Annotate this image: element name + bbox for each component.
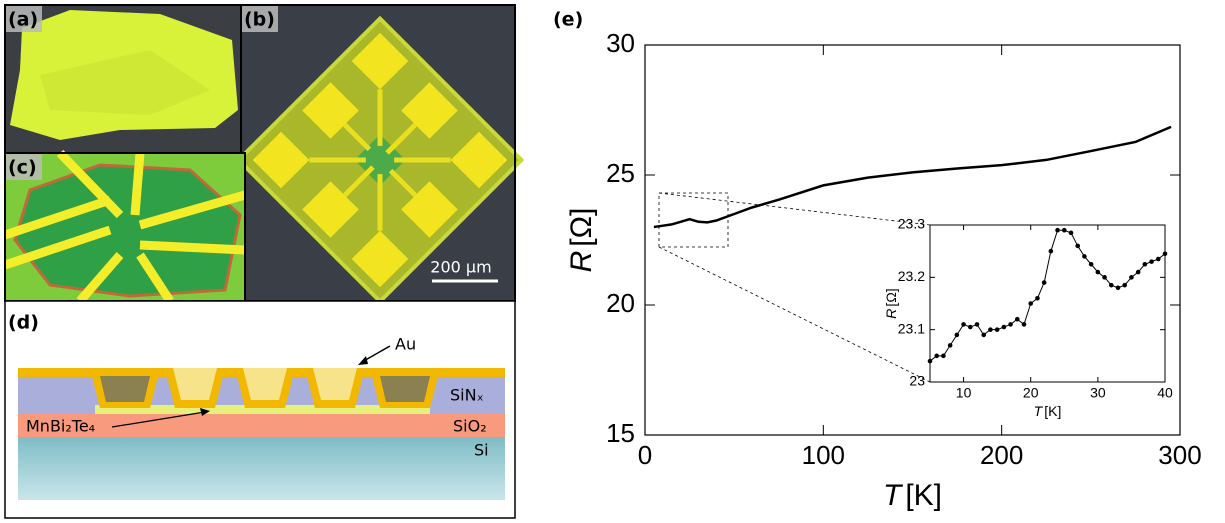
data-point bbox=[1136, 270, 1141, 275]
label-sinx: SiNₓ bbox=[450, 386, 484, 405]
data-point bbox=[1129, 275, 1134, 280]
x-tick-label: 0 bbox=[638, 440, 652, 470]
data-point bbox=[975, 322, 980, 327]
x-axis-label: T[K] bbox=[1034, 403, 1062, 419]
label-si: Si bbox=[474, 441, 489, 460]
axis-symbol: T bbox=[883, 479, 904, 512]
cross-section-diagram: (d) Au SiNₓ MnBi₂Te₄ SiO₂ Si bbox=[5, 301, 515, 518]
data-point bbox=[1075, 244, 1080, 249]
panel-label: (a) bbox=[8, 9, 38, 31]
x-axis-label: T[K] bbox=[883, 479, 942, 512]
data-point bbox=[934, 354, 939, 359]
axis-unit: [K] bbox=[1044, 403, 1061, 419]
data-point bbox=[1035, 296, 1040, 301]
data-point bbox=[1109, 283, 1114, 288]
data-point bbox=[1062, 228, 1067, 233]
data-point bbox=[1015, 317, 1020, 322]
scale-bar-label: 200 µm bbox=[430, 258, 491, 277]
data-point bbox=[1042, 280, 1047, 285]
data-point bbox=[995, 327, 1000, 332]
data-point bbox=[1143, 262, 1148, 267]
data-point bbox=[955, 333, 960, 338]
y-axis-label: R [Ω] bbox=[883, 288, 899, 318]
data-point bbox=[981, 333, 986, 338]
data-point bbox=[1089, 262, 1094, 267]
x-tick-label: 200 bbox=[980, 440, 1023, 470]
y-tick-label: 25 bbox=[606, 158, 635, 188]
data-point bbox=[1116, 286, 1121, 291]
y-tick-label: 15 bbox=[606, 418, 635, 448]
data-point bbox=[1008, 322, 1013, 327]
data-point bbox=[1055, 228, 1060, 233]
x-tick-label: 300 bbox=[1158, 440, 1201, 470]
data-point bbox=[1082, 254, 1087, 259]
panel-label: (c) bbox=[8, 157, 37, 179]
y-tick-label: 23.1 bbox=[898, 320, 925, 336]
y-tick-label: 23.3 bbox=[898, 216, 925, 232]
data-point bbox=[968, 325, 973, 330]
data-point bbox=[1096, 270, 1101, 275]
data-point bbox=[961, 322, 966, 327]
x-tick-label: 30 bbox=[1090, 385, 1106, 401]
data-point bbox=[948, 343, 953, 348]
y-tick-label: 23 bbox=[909, 373, 925, 389]
x-tick-label: 10 bbox=[956, 385, 972, 401]
axis-unit: [K] bbox=[905, 479, 942, 512]
micrograph-c: (c) bbox=[5, 153, 245, 301]
y-axis-label: R [Ω] bbox=[565, 208, 598, 273]
panel-label: (b) bbox=[244, 9, 275, 31]
label-au: Au bbox=[395, 335, 416, 354]
data-point bbox=[941, 354, 946, 359]
data-point bbox=[988, 327, 993, 332]
y-tick-label: 23.2 bbox=[898, 268, 925, 284]
micrograph-b: 200 µm (b) bbox=[239, 5, 522, 301]
data-point bbox=[1022, 322, 1027, 327]
micrograph-a: (a) bbox=[5, 5, 241, 153]
data-point bbox=[1069, 231, 1074, 236]
axis-symbol: R bbox=[883, 309, 899, 319]
panel-label: (e) bbox=[553, 9, 583, 31]
y-tick-label: 20 bbox=[606, 288, 635, 318]
x-tick-label: 100 bbox=[802, 440, 845, 470]
panel-label: (d) bbox=[8, 312, 39, 334]
axis-unit: [Ω] bbox=[565, 208, 598, 247]
inset-background bbox=[930, 225, 1165, 382]
data-point bbox=[1163, 251, 1168, 256]
data-point bbox=[1028, 301, 1033, 306]
label-sio2: SiO₂ bbox=[453, 417, 487, 436]
data-point bbox=[1156, 257, 1161, 262]
data-point bbox=[1002, 325, 1007, 330]
axis-symbol: R bbox=[565, 251, 598, 273]
data-line bbox=[654, 127, 1171, 227]
data-point bbox=[1149, 259, 1154, 264]
figure: (a) 200 µm (b) bbox=[0, 0, 1225, 523]
data-point bbox=[928, 359, 933, 364]
data-point bbox=[1102, 275, 1107, 280]
x-tick-label: 40 bbox=[1157, 385, 1173, 401]
data-point bbox=[1122, 283, 1127, 288]
data-point bbox=[1049, 249, 1054, 254]
y-tick-label: 30 bbox=[606, 28, 635, 58]
label-mnbi2te4: MnBi₂Te₄ bbox=[26, 417, 95, 436]
axis-unit: [Ω] bbox=[883, 288, 899, 306]
axis-symbol: T bbox=[1034, 403, 1044, 419]
x-tick-label: 20 bbox=[1023, 385, 1039, 401]
